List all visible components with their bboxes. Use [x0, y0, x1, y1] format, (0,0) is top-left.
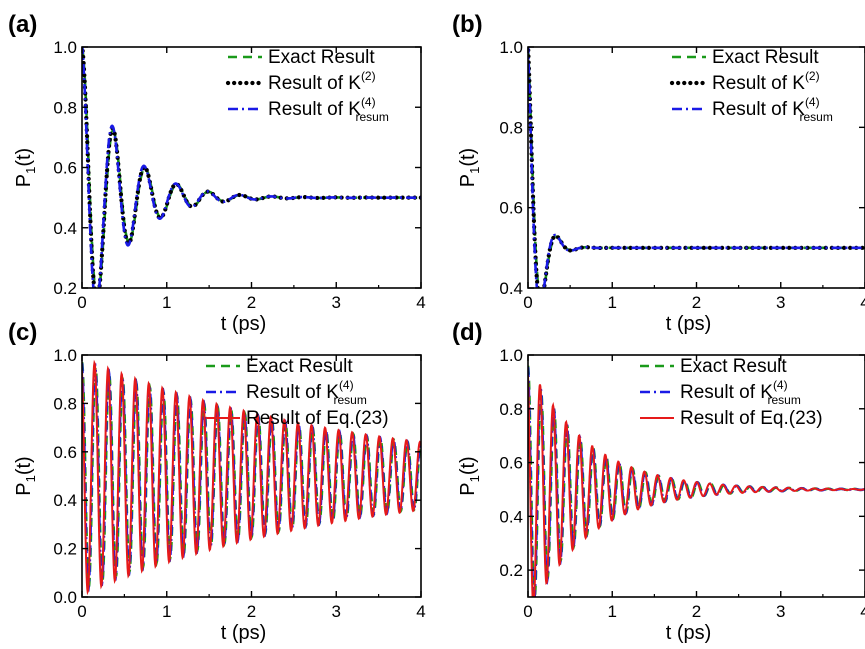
x-tick-label: 4	[860, 602, 865, 621]
y-tick-label: 0.2	[53, 279, 77, 298]
y-tick-label: 0.4	[499, 279, 523, 298]
panel-b: (b) 0 1 2 3 4 0.4 0.6 0.8 1.0 t (ps) P1(t) Exact Res…	[452, 11, 865, 335]
x-tick-label: 1	[162, 293, 171, 312]
series-line-3	[82, 47, 421, 288]
x-tick-label: 4	[416, 602, 425, 621]
y-tick-label: 0.4	[53, 219, 77, 238]
legend-entry-2: Result of K(4) resum	[246, 378, 367, 407]
panel-label: (b)	[452, 11, 483, 38]
y-tick-label: 0.4	[53, 491, 77, 510]
y-tick-label: 0.6	[499, 199, 523, 218]
panel-label: (a)	[8, 11, 37, 38]
y-axis-label: P1(t)	[13, 148, 38, 187]
legend-entry-3: Result of Eq.(23)	[680, 408, 823, 429]
y-tick-label: 0.6	[53, 443, 77, 462]
y-tick-label: 0.6	[53, 159, 77, 178]
x-tick-label: 3	[332, 602, 341, 621]
series-line-3	[82, 359, 421, 596]
y-tick-label: 0.2	[499, 561, 523, 580]
x-tick-label: 2	[692, 293, 701, 312]
x-tick-label: 4	[860, 293, 865, 312]
y-tick-label: 0.8	[53, 394, 77, 413]
x-tick-label: 0	[523, 602, 532, 621]
x-tick-label: 1	[162, 602, 171, 621]
panel-a: (a) 0 1 2 3 4 0.2 0.4 0.6 0.8 1.0 t (ps) P1(t) Exact …	[8, 11, 426, 335]
legend-entry-2: Result of K(4) resum	[680, 378, 801, 407]
x-tick-label: 3	[776, 293, 785, 312]
x-tick-label: 1	[608, 293, 617, 312]
y-tick-label: 1.0	[53, 346, 77, 365]
panel-label: (d)	[452, 319, 483, 346]
y-tick-label: 0.8	[499, 118, 523, 137]
series-line-3	[528, 47, 865, 288]
legend-entry-1: Exact Result	[246, 356, 353, 377]
legend-entry-1: Exact Result	[712, 47, 819, 68]
x-axis-label: t (ps)	[221, 622, 267, 644]
legend-entry-1: Exact Result	[268, 47, 375, 68]
x-tick-label: 4	[416, 293, 425, 312]
series-line-3	[528, 375, 865, 597]
legend-entry-3: Result of Eq.(23)	[246, 408, 389, 429]
y-axis-label: P1(t)	[457, 456, 482, 495]
x-tick-label: 0	[523, 293, 532, 312]
y-tick-label: 0.6	[499, 454, 523, 473]
y-tick-label: 0.4	[499, 507, 523, 526]
panel-label: (c)	[8, 319, 37, 346]
legend-entry-2: Result of K(2)	[268, 69, 376, 94]
x-tick-label: 0	[77, 293, 86, 312]
y-axis-label: P1(t)	[457, 148, 482, 187]
x-tick-label: 2	[247, 602, 256, 621]
x-tick-label: 1	[608, 602, 617, 621]
series-line-1	[528, 365, 865, 597]
legend-entry-3: Result of K(4) resum	[712, 95, 833, 124]
x-tick-label: 2	[692, 602, 701, 621]
y-tick-label: 1.0	[53, 38, 77, 57]
y-axis-label: P1(t)	[13, 456, 38, 495]
y-tick-label: 1.0	[499, 38, 523, 57]
y-tick-label: 0.0	[53, 588, 77, 607]
x-tick-label: 0	[77, 602, 86, 621]
y-tick-label: 0.8	[499, 400, 523, 419]
x-tick-label: 3	[332, 293, 341, 312]
y-tick-label: 1.0	[499, 346, 523, 365]
legend-entry-3: Result of K(4) resum	[268, 95, 389, 124]
y-tick-label: 0.2	[53, 540, 77, 559]
panel-d: (d) 0 1 2 3 4 0.2 0.4 0.6 0.8 1.0 t (ps) P1(t) Exact …	[452, 319, 865, 644]
legend-entry-2: Result of K(2)	[712, 69, 820, 94]
y-tick-label: 0.8	[53, 98, 77, 117]
panel-c: (c) 0 1 2 3 4 0.0 0.2 0.4 0.6 0.8 1.0 t (ps) P1(t) Exa…	[8, 319, 426, 644]
x-tick-label: 2	[247, 293, 256, 312]
x-tick-label: 3	[776, 602, 785, 621]
legend-entry-1: Exact Result	[680, 356, 787, 377]
x-axis-label: t (ps)	[666, 622, 712, 644]
x-axis-label: t (ps)	[221, 313, 267, 335]
x-axis-label: t (ps)	[666, 313, 712, 335]
